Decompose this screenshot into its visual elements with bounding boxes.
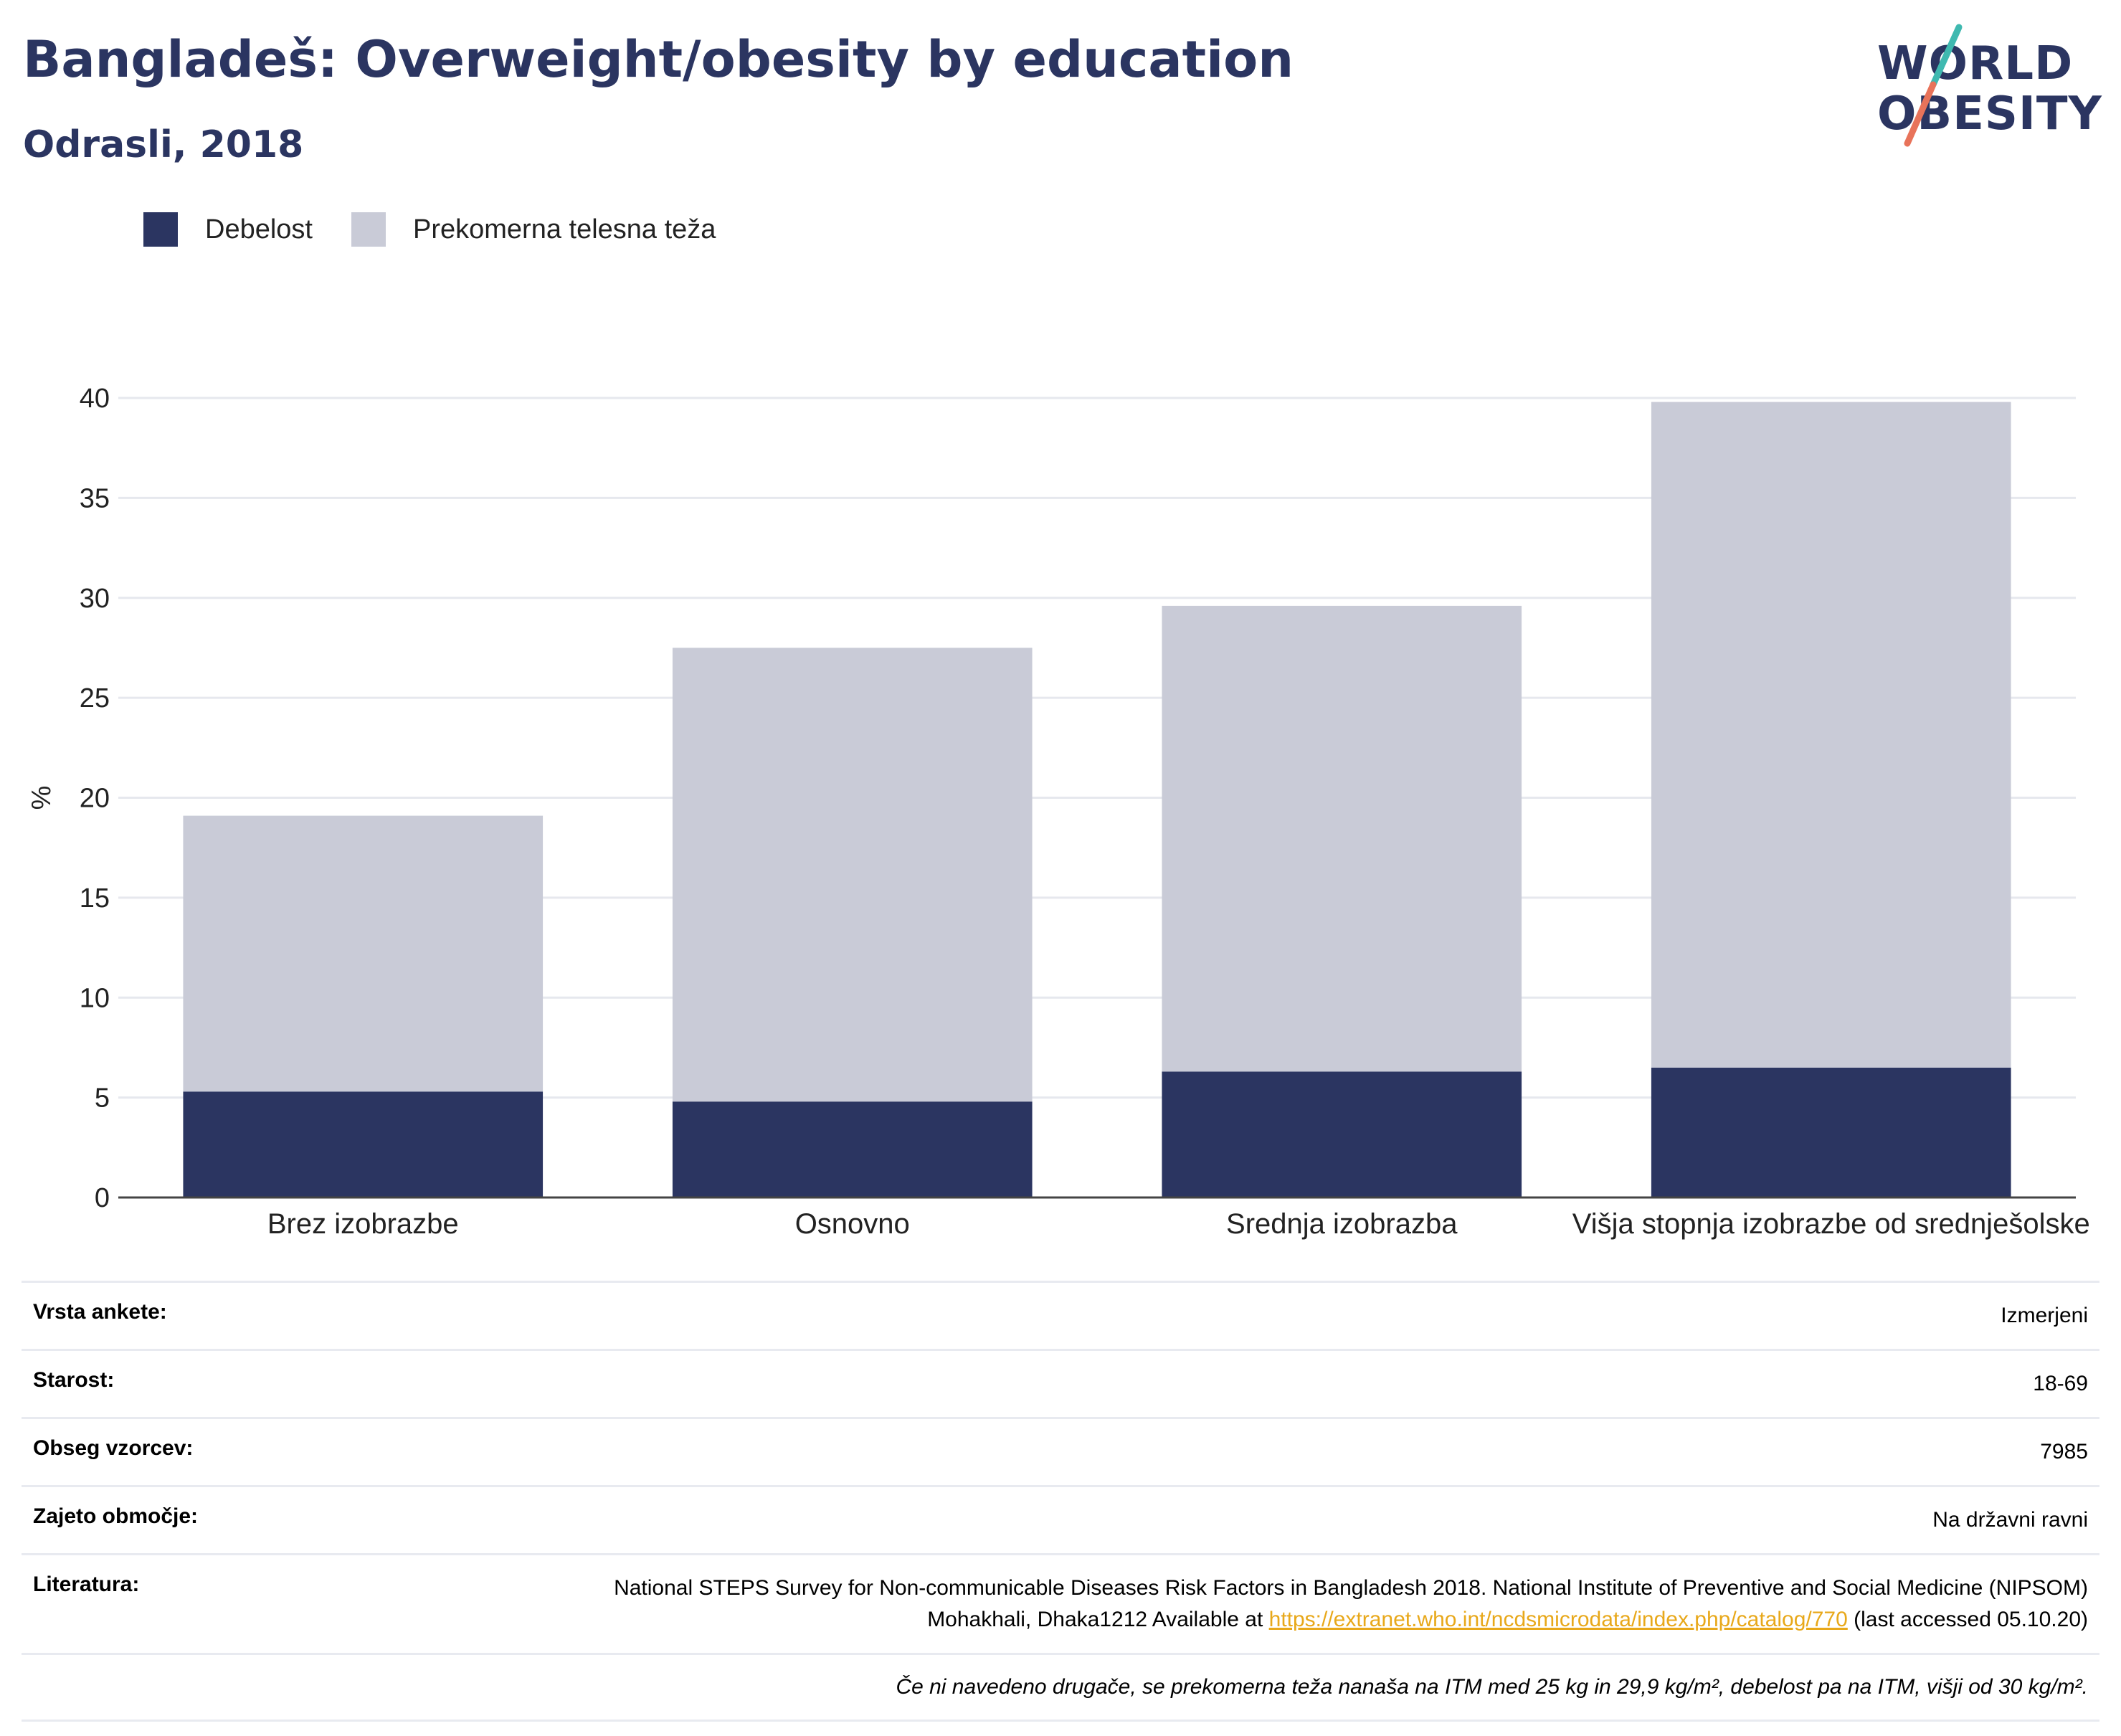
info-key-literature: Literatura:: [33, 1573, 140, 1596]
y-tick-label: 30: [80, 584, 110, 614]
info-table: Vrsta ankete: Izmerjeni Starost: 18-69 Obseg…: [22, 1281, 2099, 1722]
info-value: 7985: [2040, 1440, 2088, 1464]
legend-label-obesity: Debelost: [205, 214, 313, 245]
world-obesity-logo[interactable]: WORLD OBESITY: [1864, 22, 2108, 151]
legend-label-overweight: Prekomerna telesna teža: [412, 214, 716, 245]
info-row-literature: Literatura: National STEPS Survey for No…: [22, 1553, 2099, 1653]
y-tick-label: 15: [80, 883, 110, 914]
y-tick-label: 10: [80, 983, 110, 1013]
literature-text-1: National STEPS Survey for Non-communicab…: [614, 1576, 2088, 1631]
literature-link[interactable]: https://extranet.who.int/ncdsmicrodata/i…: [1268, 1608, 1848, 1631]
legend-swatch-overweight: [351, 212, 386, 247]
logo-line-1: WORLD: [1877, 37, 2074, 90]
y-axis-label: %: [27, 786, 57, 810]
info-row: Starost: 18-69: [22, 1349, 2099, 1417]
bar-overweight[interactable]: [672, 648, 1033, 1102]
bar-chart: 0 5 10 15 20 25 30 35 40% Brez izobrazbe Osnovno Sr…: [27, 384, 2090, 1240]
bar-overweight[interactable]: [1162, 605, 1522, 1072]
info-value: Na državni ravni: [1932, 1508, 2088, 1532]
bar-overweight[interactable]: [1651, 402, 2011, 1068]
bar-obesity[interactable]: [1651, 1067, 2011, 1197]
x-tick-label: Brez izobrazbe: [267, 1208, 459, 1240]
info-row: Zajeto območje: Na državni ravni: [22, 1485, 2099, 1553]
x-tick-label: Srednja izobrazba: [1226, 1208, 1458, 1240]
info-key: Starost:: [33, 1368, 115, 1392]
legend-item-obesity[interactable]: Debelost: [143, 212, 313, 247]
y-tick-label: 0: [95, 1183, 110, 1213]
info-value: Izmerjeni: [2001, 1304, 2088, 1327]
bar-obesity[interactable]: [672, 1101, 1033, 1197]
y-tick-label: 25: [80, 683, 110, 713]
footnote: Če ni navedeno drugače, se prekomerna te…: [22, 1653, 2099, 1722]
info-key: Vrsta ankete:: [33, 1300, 167, 1324]
info-value: 18-69: [2033, 1372, 2088, 1395]
chart-legend: Debelost Prekomerna telesna teža: [143, 212, 754, 247]
info-row: Vrsta ankete: Izmerjeni: [22, 1281, 2099, 1349]
legend-swatch-obesity: [143, 212, 178, 247]
bar-obesity[interactable]: [183, 1091, 544, 1197]
literature-text-2: (last accessed 05.10.20): [1847, 1608, 2088, 1631]
x-tick-label: Osnovno: [795, 1208, 910, 1240]
y-tick-label: 40: [80, 384, 110, 414]
info-value-literature: National STEPS Survey for Non-communicab…: [568, 1573, 2088, 1636]
bar-obesity[interactable]: [1162, 1071, 1522, 1197]
legend-item-overweight[interactable]: Prekomerna telesna teža: [351, 212, 716, 247]
y-tick-label: 5: [95, 1083, 110, 1114]
logo-slash-icon: [1904, 24, 1963, 147]
y-tick-label: 20: [80, 784, 110, 814]
info-key: Obseg vzorcev:: [33, 1436, 194, 1460]
info-row: Obseg vzorcev: 7985: [22, 1417, 2099, 1485]
chart-subtitle: Odrasli, 2018: [23, 123, 304, 166]
info-key: Zajeto območje:: [33, 1504, 199, 1528]
y-tick-label: 35: [80, 483, 110, 513]
bar-overweight[interactable]: [183, 815, 544, 1092]
x-tick-label: Višja stopnja izobrazbe od srednješolske: [1572, 1208, 2090, 1240]
chart-title: Bangladeš: Overweight/obesity by educati…: [23, 30, 1294, 89]
